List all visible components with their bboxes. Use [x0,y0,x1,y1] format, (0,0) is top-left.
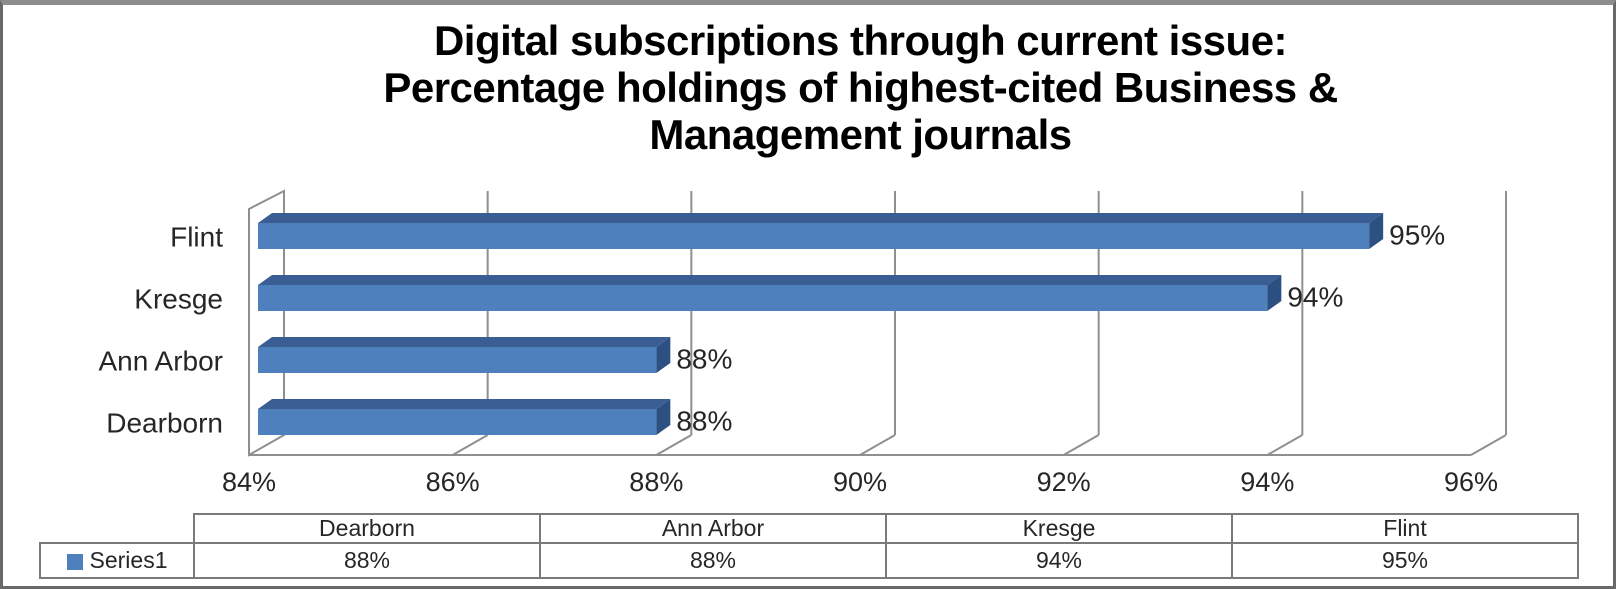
bar-ann-arbor [258,337,671,373]
chart-title: Digital subscriptions through current is… [3,17,1613,158]
x-tick-label-94: 94% [1240,467,1294,497]
x-tick-label-86: 86% [426,467,480,497]
chart-title-line: Management journals [649,111,1072,158]
grid-line-floor-92 [1063,434,1100,456]
x-tick-label-84: 84% [222,467,276,497]
grid-line-floor-86 [452,434,489,456]
bar-end-face [656,399,671,435]
table-header-dearborn: Dearborn [193,513,541,544]
table-header-ann-arbor: Ann Arbor [539,513,887,544]
grid-line-floor-88 [655,434,692,456]
chart-title-line: Digital subscriptions through current is… [433,17,1288,64]
grid-line-floor-96 [1470,434,1507,456]
chart-title-line: Percentage holdings of highest-cited Bus… [383,64,1338,111]
bar-flint [258,213,1384,249]
table-value-kresge: 94% [885,542,1233,579]
bar-front-face [258,409,657,435]
table-value-ann-arbor: 88% [539,542,887,579]
x-tick-label-92: 92% [1037,467,1091,497]
grid-line-floor-90 [859,434,896,456]
bar-top-face [258,399,671,409]
category-label-kresge: Kresge [134,284,223,315]
category-label-ann-arbor: Ann Arbor [98,346,223,377]
bar-chart-plot: Flint 95% Kresge 94% Ann Arbor 88% Dearborn 88%… [98,189,1507,497]
bar-top-face [258,337,671,347]
table-value-flint: 95% [1231,542,1579,579]
table-value-row: Series1 88% 88% 94% 95% [39,542,1579,579]
bar-end-face [656,337,671,373]
x-tick-label-96: 96% [1444,467,1498,497]
category-label-flint: Flint [170,222,223,253]
legend-cell: Series1 [39,542,195,579]
bar-kresge [258,275,1282,311]
grid-line-floor-94 [1266,434,1303,456]
x-tick-label-90: 90% [833,467,887,497]
data-label-flint: 95% [1389,220,1445,251]
bar-front-face [258,285,1268,311]
chart-data-table: Dearborn Ann Arbor Kresge Flint Series1 88%… [39,513,1579,579]
table-header-flint: Flint [1231,513,1579,544]
table-header-row: Dearborn Ann Arbor Kresge Flint [40,513,1579,544]
bar-front-face [258,347,657,373]
table-value-dearborn: 88% [193,542,541,579]
bar-front-face [258,223,1370,249]
legend-series-label: Series1 [89,547,168,573]
x-tick-label-88: 88% [629,467,683,497]
table-header-kresge: Kresge [885,513,1233,544]
data-label-ann-arbor: 88% [676,344,732,375]
data-label-kresge: 94% [1287,282,1343,313]
category-label-dearborn: Dearborn [106,408,223,439]
bar-dearborn [258,399,671,435]
bar-end-face [1267,275,1282,311]
bar-top-face [258,275,1282,285]
data-label-dearborn: 88% [676,406,732,437]
bar-end-face [1369,213,1384,249]
bar-top-face [258,213,1384,223]
table-corner-blank [40,514,194,543]
series-color-swatch-icon [66,554,83,570]
